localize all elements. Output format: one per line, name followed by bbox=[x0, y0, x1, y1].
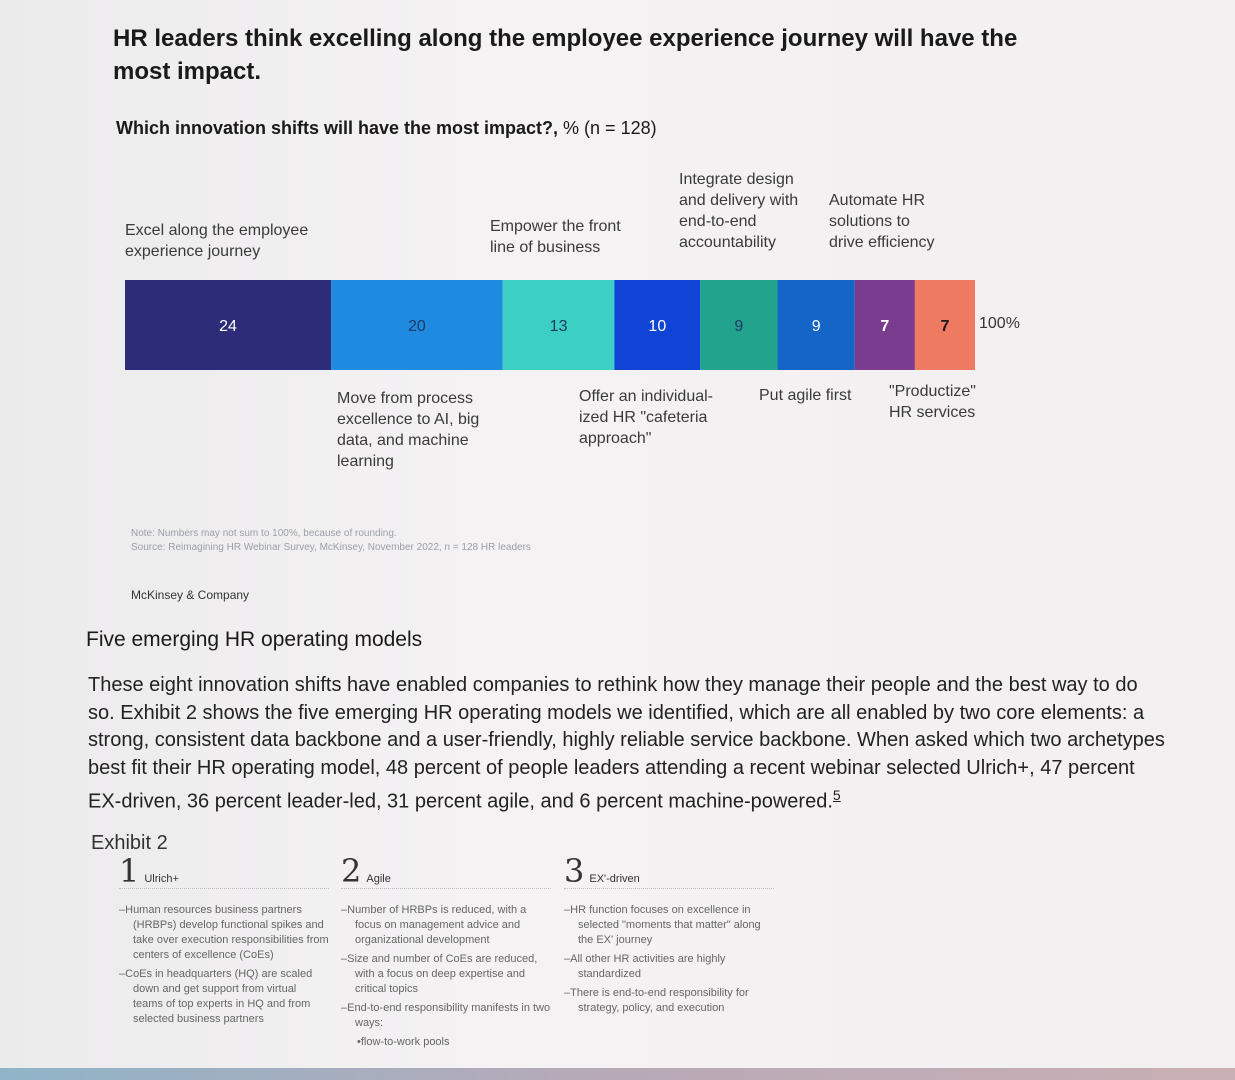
bar-segment-8 bbox=[914, 280, 975, 370]
label-below-productize: "Productize" HR services bbox=[889, 383, 976, 421]
label-below-agile: Put agile first bbox=[759, 387, 852, 404]
label-above-excel: Excel along the employee experience journ… bbox=[125, 222, 309, 260]
model-name: EX'-driven bbox=[589, 873, 640, 885]
bar-value-label-7: 7 bbox=[880, 318, 889, 335]
model-bullets: Number of HRBPs is reduced, with a focus… bbox=[341, 903, 551, 1050]
footnote-link[interactable]: 5 bbox=[832, 787, 841, 803]
note-text: Note: Numbers may not sum to 100%, becau… bbox=[131, 528, 397, 539]
exhibit-label: Exhibit 2 bbox=[91, 832, 168, 854]
bar-value-label-4: 10 bbox=[648, 318, 666, 335]
bar-segment-5 bbox=[700, 280, 778, 370]
list-item: HR function focuses on excellence in sel… bbox=[564, 903, 774, 948]
model-name: Agile bbox=[366, 873, 391, 885]
label-above-empower: Empower the front line of business bbox=[490, 218, 621, 256]
list-item: There is end-to-end responsibility for s… bbox=[564, 986, 774, 1016]
subtitle-sample: % (n = 128) bbox=[558, 118, 657, 138]
model-number: 1 bbox=[119, 852, 140, 890]
model-name: Ulrich+ bbox=[144, 873, 179, 885]
total-label: 100% bbox=[979, 315, 1020, 332]
list-item: Human resources business partners (HRBPs… bbox=[119, 903, 329, 963]
stacked-bar-chart: 24 20 13 10 9 9 7 7 100% bbox=[125, 280, 1020, 370]
bar-segment-3 bbox=[502, 280, 615, 370]
bar-value-label-5: 9 bbox=[734, 318, 743, 335]
paragraph-text: These eight innovation shifts have enabl… bbox=[88, 674, 1165, 813]
subtitle-question: Which innovation shifts will have the mo… bbox=[116, 118, 559, 138]
bar-segment-6 bbox=[777, 280, 855, 370]
bar-segment-2 bbox=[331, 280, 503, 370]
bar-value-label-8: 7 bbox=[941, 318, 950, 335]
bar-segment-1 bbox=[125, 280, 332, 370]
list-item: All other HR activities are highly stand… bbox=[564, 952, 774, 982]
model-bullets: Human resources business partners (HRBPs… bbox=[119, 903, 329, 1027]
os-taskbar bbox=[0, 1068, 1235, 1080]
list-item: Size and number of CoEs are reduced, wit… bbox=[341, 952, 551, 997]
chart-title: HR leaders think excelling along the emp… bbox=[113, 25, 1018, 85]
list-item: CoEs in headquarters (HQ) are scaled dow… bbox=[119, 967, 329, 1027]
bar-value-label-3: 13 bbox=[550, 318, 568, 335]
source-text: Source: Reimagining HR Webinar Survey, M… bbox=[131, 542, 531, 553]
bar-value-label-1: 24 bbox=[219, 318, 237, 335]
model-number: 3 bbox=[564, 852, 585, 890]
body-paragraph: These eight innovation shifts have enabl… bbox=[88, 672, 1168, 816]
label-above-integrate: Integrate design and delivery with end-to… bbox=[679, 171, 799, 251]
bar-value-label-6: 9 bbox=[812, 318, 821, 335]
model-card-agile: 2 Agile Number of HRBPs is reduced, with… bbox=[341, 852, 551, 1054]
model-card-ex-driven: 3 EX'-driven HR function focuses on exce… bbox=[564, 852, 774, 1020]
brand-mark: McKinsey & Company bbox=[131, 588, 250, 602]
label-below-ai: Move from process excellence to AI, big d… bbox=[337, 390, 480, 470]
model-card-ulrich: 1 Ulrich+ Human resources business partn… bbox=[119, 852, 329, 1031]
list-item: End-to-end responsibility manifests in t… bbox=[341, 1001, 551, 1031]
label-below-cafeteria: Offer an individual-ized HR "cafeteria a… bbox=[579, 388, 713, 447]
bar-value-label-2: 20 bbox=[408, 318, 426, 335]
bar-segment-7 bbox=[854, 280, 915, 370]
chart-subtitle: Which innovation shifts will have the mo… bbox=[116, 118, 657, 139]
label-above-automate: Automate HR solutions to drive efficiency bbox=[829, 192, 935, 251]
list-item: Number of HRBPs is reduced, with a focus… bbox=[341, 903, 551, 948]
model-number: 2 bbox=[341, 852, 362, 890]
chart-note: Note: Numbers may not sum to 100%, becau… bbox=[131, 527, 531, 555]
bar-segment-4 bbox=[614, 280, 701, 370]
model-bullets: HR function focuses on excellence in sel… bbox=[564, 903, 774, 1016]
list-item: flow-to-work pools bbox=[341, 1035, 551, 1050]
section-heading: Five emerging HR operating models bbox=[86, 628, 423, 651]
